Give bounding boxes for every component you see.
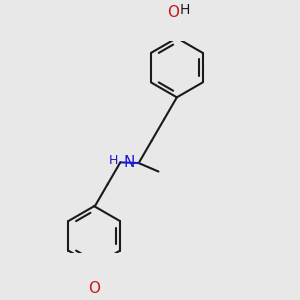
Text: O: O	[88, 281, 100, 296]
Text: O: O	[167, 4, 179, 20]
Text: H: H	[109, 154, 118, 167]
Text: H: H	[179, 4, 190, 17]
Text: N: N	[123, 155, 134, 170]
